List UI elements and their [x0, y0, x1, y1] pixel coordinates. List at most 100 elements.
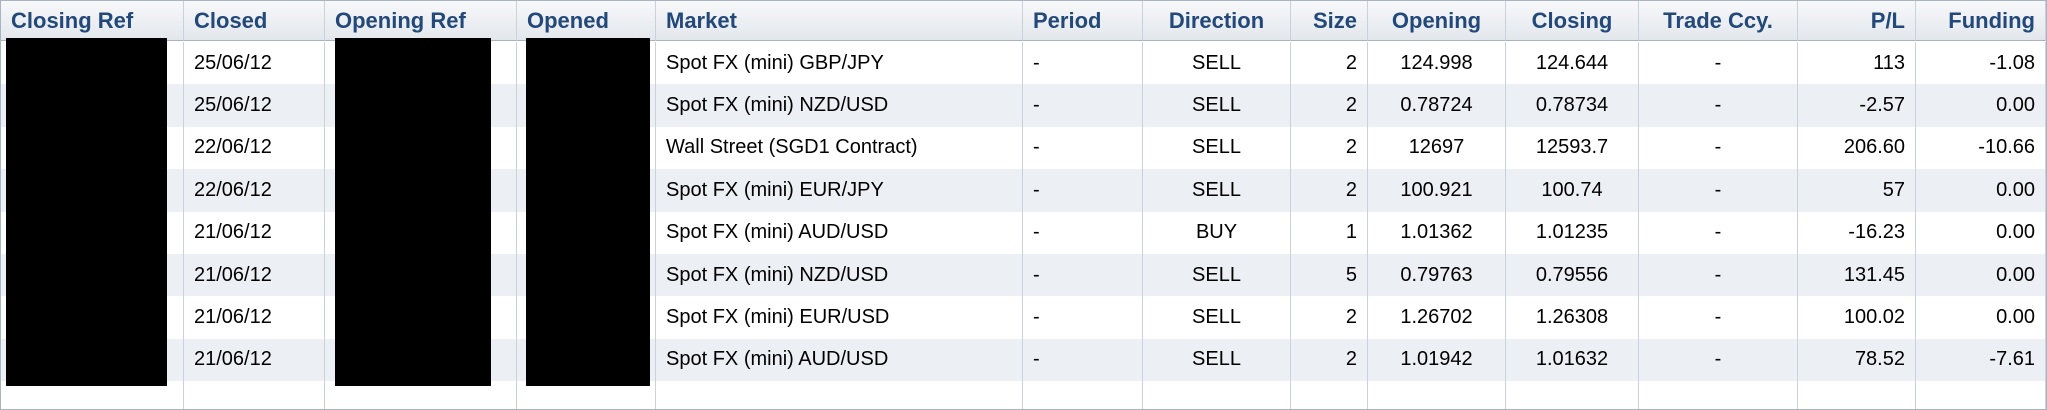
- table-cell: -: [1639, 211, 1798, 254]
- empty-cell: [1, 381, 184, 409]
- table-cell: -: [1639, 169, 1798, 212]
- table-cell: 57: [1798, 169, 1916, 212]
- table-cell: SELL: [1143, 296, 1291, 339]
- table-cell: Spot FX (mini) EUR/USD: [656, 296, 1023, 339]
- empty-cell: [1291, 381, 1368, 409]
- table-cell: -: [1639, 338, 1798, 382]
- empty-cell: [1916, 381, 2046, 409]
- table-cell: SELL: [1143, 169, 1291, 212]
- table-cell: 78.52: [1798, 338, 1916, 382]
- table-cell: -: [1023, 84, 1143, 127]
- table-cell: -1.08: [1916, 42, 2046, 85]
- table-cell: Spot FX (mini) AUD/USD: [656, 338, 1023, 382]
- column-header: Opening: [1368, 1, 1506, 41]
- table-cell: -: [1023, 126, 1143, 170]
- empty-cell: [517, 169, 656, 212]
- table-cell: 1.26702: [1368, 296, 1506, 339]
- table-cell: 124.644: [1506, 42, 1639, 85]
- table-cell: 0.00: [1916, 211, 2046, 254]
- table-cell: 0.78724: [1368, 84, 1506, 127]
- column-header: Market: [656, 1, 1023, 41]
- empty-cell: [517, 211, 656, 254]
- empty-cell: [1143, 381, 1291, 409]
- table-cell: Wall Street (SGD1 Contract): [656, 126, 1023, 170]
- table-cell: 0.78734: [1506, 84, 1639, 127]
- table-cell: BUY: [1143, 211, 1291, 254]
- table-cell: -: [1023, 338, 1143, 382]
- empty-cell: [1368, 381, 1506, 409]
- table-cell: 113: [1798, 42, 1916, 85]
- table-cell: 2: [1291, 126, 1368, 170]
- table-cell: 5: [1291, 254, 1368, 297]
- table-cell: -: [1023, 296, 1143, 339]
- empty-cell: [1, 42, 184, 85]
- table-cell: 2: [1291, 338, 1368, 382]
- empty-cell: [325, 254, 517, 297]
- empty-cell: [325, 338, 517, 382]
- table-cell: 1.26308: [1506, 296, 1639, 339]
- column-header: Trade Ccy.: [1639, 1, 1798, 41]
- table-cell: 21/06/12: [184, 296, 325, 339]
- empty-cell: [1, 296, 184, 339]
- table-cell: 206.60: [1798, 126, 1916, 170]
- table-cell: 100.921: [1368, 169, 1506, 212]
- table-cell: 25/06/12: [184, 42, 325, 85]
- empty-cell: [517, 381, 656, 409]
- table-cell: -: [1023, 254, 1143, 297]
- table-cell: 124.998: [1368, 42, 1506, 85]
- empty-cell: [325, 169, 517, 212]
- redaction: [6, 38, 167, 386]
- table-cell: 22/06/12: [184, 169, 325, 212]
- empty-cell: [656, 381, 1023, 409]
- empty-cell: [1639, 381, 1798, 409]
- empty-cell: [325, 126, 517, 170]
- column-header: P/L: [1798, 1, 1916, 41]
- table-cell: 12697: [1368, 126, 1506, 170]
- empty-cell: [1, 169, 184, 212]
- table-cell: SELL: [1143, 42, 1291, 85]
- table-cell: 2: [1291, 84, 1368, 127]
- empty-cell: [517, 42, 656, 85]
- table-cell: -: [1639, 254, 1798, 297]
- column-header: Closing: [1506, 1, 1639, 41]
- empty-cell: [517, 126, 656, 170]
- table-cell: Spot FX (mini) AUD/USD: [656, 211, 1023, 254]
- table-cell: -2.57: [1798, 84, 1916, 127]
- table-cell: -10.66: [1916, 126, 2046, 170]
- table-cell: 21/06/12: [184, 254, 325, 297]
- table-cell: 22/06/12: [184, 126, 325, 170]
- empty-cell: [517, 84, 656, 127]
- empty-cell: [1506, 381, 1639, 409]
- column-header: Opening Ref: [325, 1, 517, 41]
- table-cell: 1: [1291, 211, 1368, 254]
- empty-cell: [517, 296, 656, 339]
- column-header: Closed: [184, 1, 325, 41]
- table-cell: 1.01632: [1506, 338, 1639, 382]
- empty-cell: [325, 84, 517, 127]
- table-cell: -: [1639, 42, 1798, 85]
- table-cell: -: [1023, 42, 1143, 85]
- table-cell: 1.01235: [1506, 211, 1639, 254]
- empty-cell: [517, 254, 656, 297]
- redaction: [335, 38, 491, 386]
- table-cell: 0.00: [1916, 169, 2046, 212]
- table-cell: 2: [1291, 42, 1368, 85]
- table-cell: 0.00: [1916, 296, 2046, 339]
- table-cell: 12593.7: [1506, 126, 1639, 170]
- table-cell: 0.00: [1916, 84, 2046, 127]
- table-cell: 0.00: [1916, 254, 2046, 297]
- empty-cell: [1798, 381, 1916, 409]
- empty-cell: [325, 211, 517, 254]
- table-cell: 100.74: [1506, 169, 1639, 212]
- table-cell: -: [1023, 211, 1143, 254]
- table-cell: 25/06/12: [184, 84, 325, 127]
- table-cell: 100.02: [1798, 296, 1916, 339]
- table-cell: Spot FX (mini) NZD/USD: [656, 254, 1023, 297]
- column-header: Period: [1023, 1, 1143, 41]
- empty-cell: [1, 254, 184, 297]
- column-header: Size: [1291, 1, 1368, 41]
- table-cell: SELL: [1143, 254, 1291, 297]
- table-cell: 2: [1291, 169, 1368, 212]
- column-header: Closing Ref: [1, 1, 184, 41]
